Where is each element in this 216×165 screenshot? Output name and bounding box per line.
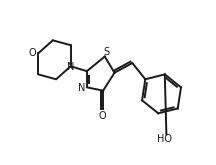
Text: HO: HO xyxy=(157,134,172,144)
Text: N: N xyxy=(78,83,85,93)
Text: O: O xyxy=(29,48,36,58)
Text: N: N xyxy=(67,62,74,72)
Text: S: S xyxy=(103,47,110,57)
Text: O: O xyxy=(98,111,106,121)
